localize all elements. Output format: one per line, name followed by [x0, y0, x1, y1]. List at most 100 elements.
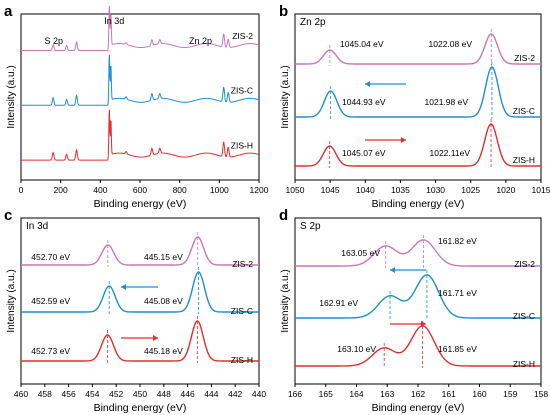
- spectrum-line-zis-h: [295, 325, 541, 367]
- peak-value-label: 1044.93 eV: [342, 97, 386, 107]
- y-axis-label: Intensity (a.u.): [6, 65, 17, 128]
- series-label: ZIS-2: [232, 31, 253, 41]
- y-axis-label: Intensity (a.u.): [280, 65, 291, 128]
- x-axis-label: Binding energy (eV): [372, 198, 465, 210]
- peak-value-label: 1045.07 eV: [342, 148, 386, 158]
- x-tick-label: 1030: [426, 185, 445, 195]
- x-tick-label: 0: [19, 185, 24, 195]
- x-tick-label: 460: [14, 389, 28, 399]
- x-tick-label: 454: [85, 389, 99, 399]
- peak-value-label: 163.05 eV: [341, 248, 380, 258]
- shift-arrow-head: [365, 81, 370, 87]
- peak-value-label: 1022.11eV: [430, 148, 471, 158]
- survey-line-zis-h: [21, 109, 260, 161]
- panel-d-highres: 166 165 164 163 162 161 160 159 158 Binding energ…: [279, 207, 548, 414]
- survey-line-zis-c: [21, 54, 260, 106]
- spectrum-line-zis-h: [21, 320, 259, 362]
- x-tick-label: 456: [62, 389, 76, 399]
- spectrum-line-zis-c: [21, 271, 259, 313]
- shift-arrow-head: [153, 335, 158, 341]
- x-tick-label: 446: [181, 389, 195, 399]
- peak-value-label: 161.71 eV: [438, 288, 477, 298]
- shift-arrow-head: [421, 321, 426, 327]
- panel-title: In 3d: [26, 221, 48, 232]
- x-tick-label: 800: [173, 185, 187, 195]
- panel-letter: b: [279, 3, 288, 20]
- panel-a-survey: 0 200 400 600 800 1000 1200 Binding energy (eV)…: [4, 3, 269, 210]
- series-label: ZIS-C: [513, 311, 535, 321]
- x-tick-label: 600: [133, 185, 147, 195]
- series-label: ZIS-H: [231, 355, 253, 365]
- peak-value-label: 163.10 eV: [337, 344, 376, 354]
- x-tick-label: 165: [319, 389, 333, 399]
- series-label: ZIS-H: [513, 155, 535, 165]
- x-tick-label: 442: [228, 389, 242, 399]
- x-tick-label: 1020: [496, 185, 515, 195]
- x-tick-label: 448: [157, 389, 171, 399]
- x-tick-label: 166: [288, 389, 302, 399]
- panel-title: S 2p: [300, 221, 321, 232]
- peak-value-label: 1021.98 eV: [425, 97, 469, 107]
- spectrum-line-zis-2: [295, 239, 541, 267]
- spectrum-line-zis-h: [295, 123, 541, 167]
- series-label: ZIS-C: [231, 86, 253, 96]
- peak-value-label: 445.08 eV: [144, 296, 183, 306]
- series-label: ZIS-2: [232, 259, 253, 269]
- x-tick-label: 1000: [210, 185, 229, 195]
- peak-value-label: 161.85 eV: [438, 344, 477, 354]
- spectrum-line-zis-c: [295, 274, 541, 319]
- peak-value-label: 452.70 eV: [31, 252, 70, 262]
- spectrum-line-zis-c: [295, 66, 541, 118]
- peak-annotation: Zn 2p: [189, 36, 212, 46]
- series-label: ZIS-2: [514, 53, 535, 63]
- plot-frame-b: [294, 13, 542, 181]
- series-label: ZIS-C: [513, 106, 535, 116]
- x-tick-label: 440: [252, 389, 266, 399]
- panel-c-highres: 460 458 456 454 452 450 448 446 444 442 440 Binding…: [4, 207, 266, 414]
- x-axis-label: Binding energy (eV): [94, 402, 187, 414]
- spectrum-line-zis-2: [295, 33, 541, 65]
- x-tick-label: 160: [472, 389, 486, 399]
- x-tick-label: 450: [133, 389, 147, 399]
- x-tick-label: 452: [109, 389, 123, 399]
- x-axis-label: Binding energy (eV): [372, 402, 465, 414]
- x-tick-label: 164: [349, 389, 363, 399]
- x-tick-label: 158: [534, 389, 548, 399]
- x-tick-label: 1040: [356, 185, 375, 195]
- survey-line-zis-2: [21, 6, 260, 52]
- x-tick-label: 400: [93, 185, 107, 195]
- x-tick-label: 458: [38, 389, 52, 399]
- x-tick-label: 1200: [250, 185, 269, 195]
- x-tick-label: 200: [54, 185, 68, 195]
- x-tick-label: 161: [442, 389, 456, 399]
- x-tick-label: 444: [204, 389, 218, 399]
- x-axis-label: Binding energy (eV): [94, 198, 187, 210]
- series-label: ZIS-C: [231, 306, 253, 316]
- peak-value-label: 1022.08 eV: [429, 39, 473, 49]
- x-tick-label: 1025: [461, 185, 480, 195]
- peak-annotation: In 3d: [104, 16, 124, 26]
- x-tick-label: 1015: [532, 185, 550, 195]
- peak-annotation: S 2p: [44, 36, 63, 46]
- peak-value-label: 445.18 eV: [144, 346, 183, 356]
- series-label: ZIS-2: [514, 259, 535, 269]
- peak-value-label: 445.15 eV: [144, 252, 183, 262]
- panel-title: Zn 2p: [300, 17, 326, 28]
- shift-arrow-head: [390, 267, 395, 273]
- x-tick-label: 163: [380, 389, 394, 399]
- y-axis-label: Intensity (a.u.): [6, 269, 17, 332]
- x-tick-label: 1045: [321, 185, 340, 195]
- peak-value-label: 452.73 eV: [31, 346, 70, 356]
- peak-value-label: 452.59 eV: [31, 296, 70, 306]
- x-tick-label: 1035: [391, 185, 410, 195]
- spectrum-line-zis-2: [21, 236, 259, 266]
- shift-arrow-head: [121, 284, 126, 290]
- shift-arrow-head: [401, 137, 406, 143]
- y-axis-label: Intensity (a.u.): [280, 269, 291, 332]
- peak-value-label: 161.82 eV: [438, 236, 477, 246]
- series-label: ZIS-H: [231, 140, 253, 150]
- series-label: ZIS-H: [513, 359, 535, 369]
- x-tick-label: 162: [411, 389, 425, 399]
- panel-b-highres: 1050 1045 1040 1035 1030 1025 1020 1015 Binding …: [279, 3, 550, 210]
